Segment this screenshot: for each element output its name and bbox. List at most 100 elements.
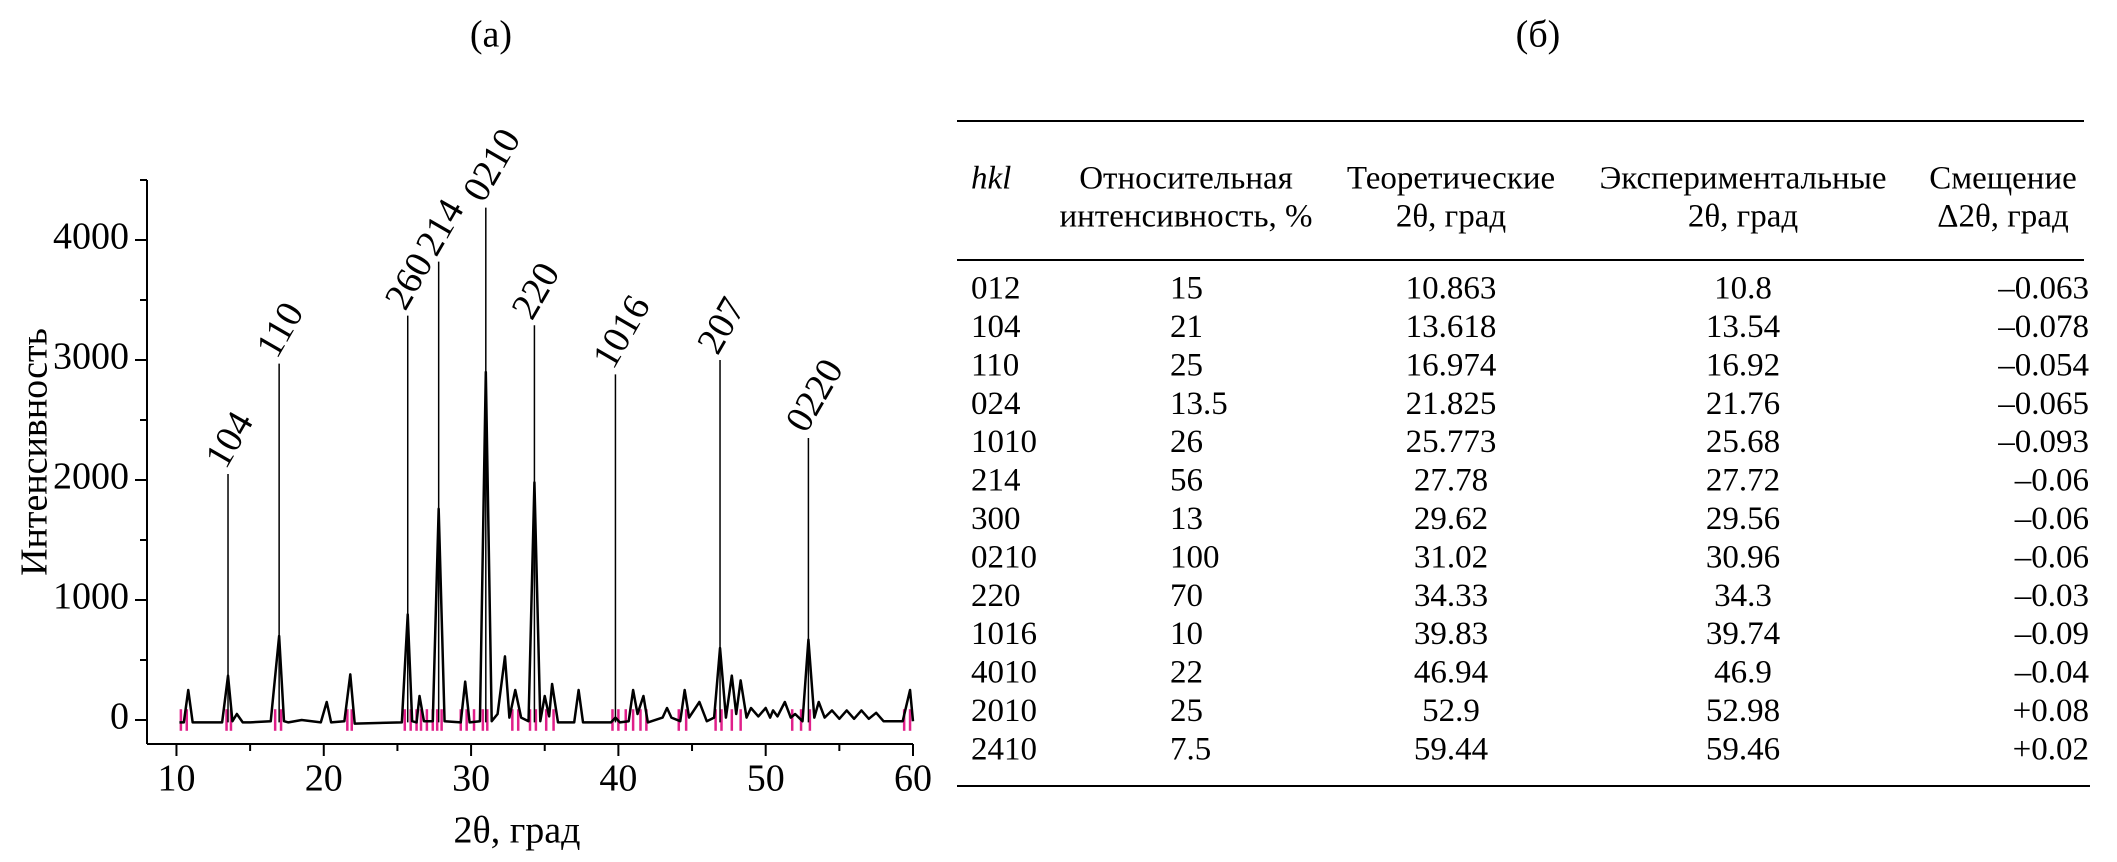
- table-cell: 26: [1170, 424, 1203, 460]
- y-axis-label: Интенсивность: [14, 328, 56, 576]
- table-cell: –0.065: [1997, 386, 2089, 422]
- annotation-label: 104: [197, 404, 262, 474]
- table-cell: 70: [1170, 578, 1203, 614]
- table-cell: 13.5: [1170, 386, 1228, 422]
- annotation-label: 260: [377, 246, 442, 316]
- table-cell: 52.9: [1422, 693, 1480, 729]
- table-cell: +0.08: [2013, 693, 2089, 729]
- table-cell: 13: [1170, 501, 1203, 537]
- table-cell: 100: [1170, 539, 1220, 575]
- table-cell: 46.94: [1414, 655, 1488, 691]
- table-cell: +0.02: [2013, 731, 2089, 767]
- column-header: hkl: [971, 161, 1011, 197]
- table-cell: 1010: [971, 424, 1037, 460]
- table-cell: 29.62: [1414, 501, 1488, 537]
- table-cell: 22: [1170, 655, 1203, 691]
- table-cell: 214: [971, 463, 1021, 499]
- annotation-label: 214: [408, 192, 473, 262]
- annotation-label: 207: [689, 290, 754, 360]
- annotation-label: 0220: [777, 352, 851, 439]
- table-cell: 31.02: [1414, 539, 1488, 575]
- table-cell: 0210: [971, 539, 1037, 575]
- table-cell: 27.72: [1706, 463, 1780, 499]
- x-tick-label: 50: [747, 758, 785, 800]
- table-cell: 59.44: [1414, 731, 1488, 767]
- column-header: Теоретические: [1347, 161, 1555, 197]
- table-cell: 7.5: [1170, 731, 1211, 767]
- table-cell: 4010: [971, 655, 1037, 691]
- table-cell: 10.863: [1406, 271, 1497, 307]
- table-cell: 25.68: [1706, 424, 1780, 460]
- table-cell: 39.83: [1414, 616, 1488, 652]
- y-tick-label: 3000: [53, 336, 129, 378]
- table-cell: 2010: [971, 693, 1037, 729]
- table-cell: 25: [1170, 693, 1203, 729]
- table-cell: 220: [971, 578, 1021, 614]
- table-cell: 27.78: [1414, 463, 1488, 499]
- table-cell: 21: [1170, 309, 1203, 345]
- table-cell: 110: [971, 347, 1019, 383]
- table-cell: 024: [971, 386, 1021, 422]
- x-tick-label: 20: [305, 758, 343, 800]
- table-cell: 10.8: [1714, 271, 1772, 307]
- y-tick-label: 4000: [53, 216, 129, 258]
- table-cell: –0.063: [1997, 271, 2089, 307]
- table-cell: 25: [1170, 347, 1203, 383]
- y-tick-label: 1000: [53, 576, 129, 618]
- table-cell: –0.054: [1997, 347, 2089, 383]
- y-tick-label: 2000: [53, 456, 129, 498]
- column-header: 2θ, град: [1396, 199, 1506, 235]
- table-cell: 012: [971, 271, 1021, 307]
- table-cell: –0.09: [2014, 616, 2089, 652]
- x-tick-label: 30: [452, 758, 490, 800]
- column-header: интенсивность, %: [1059, 199, 1312, 235]
- table-cell: 34.3: [1714, 578, 1772, 614]
- y-tick-label: 0: [110, 696, 129, 738]
- table-cell: 59.46: [1706, 731, 1780, 767]
- table-cell: 15: [1170, 271, 1203, 307]
- column-header: Δ2θ, град: [1937, 199, 2069, 235]
- table-cell: –0.06: [2014, 501, 2089, 537]
- table-cell: –0.06: [2014, 463, 2089, 499]
- annotation-label: 220: [503, 256, 568, 326]
- panel-label: (б): [1516, 14, 1561, 56]
- table-cell: 21.825: [1406, 386, 1497, 422]
- table-cell: 56: [1170, 463, 1203, 499]
- panel-label: (а): [470, 14, 512, 56]
- annotation-label: 0210: [455, 122, 529, 209]
- table-cell: 29.56: [1706, 501, 1780, 537]
- table-cell: 10: [1170, 616, 1203, 652]
- table-cell: 39.74: [1706, 616, 1780, 652]
- pattern-line: [179, 370, 915, 725]
- table-cell: 25.773: [1406, 424, 1497, 460]
- table-cell: 52.98: [1706, 693, 1780, 729]
- table-cell: –0.093: [1997, 424, 2089, 460]
- column-header: Относительная: [1079, 161, 1293, 197]
- x-axis-label: 2θ, град: [454, 810, 581, 852]
- x-tick-label: 40: [599, 758, 637, 800]
- table-cell: 16.974: [1406, 347, 1497, 383]
- column-header: 2θ, град: [1688, 199, 1798, 235]
- table-cell: 13.54: [1706, 309, 1780, 345]
- table-cell: 30.96: [1706, 539, 1780, 575]
- table-cell: 1016: [971, 616, 1037, 652]
- table-cell: –0.04: [2014, 655, 2089, 691]
- table-cell: –0.06: [2014, 539, 2089, 575]
- column-header: Смещение: [1929, 161, 2077, 197]
- x-tick-label: 10: [157, 758, 195, 800]
- table-cell: –0.03: [2014, 578, 2089, 614]
- table-cell: 21.76: [1706, 386, 1780, 422]
- table-cell: 2410: [971, 731, 1037, 767]
- table-cell: 34.33: [1414, 578, 1488, 614]
- table-cell: 300: [971, 501, 1021, 537]
- x-tick-label: 60: [894, 758, 932, 800]
- table-cell: 104: [971, 309, 1021, 345]
- column-header: Экспериментальные: [1599, 161, 1886, 197]
- annotation-label: 1016: [584, 288, 658, 375]
- annotation-label: 110: [248, 295, 312, 364]
- table-cell: 16.92: [1706, 347, 1780, 383]
- table-cell: 13.618: [1406, 309, 1497, 345]
- table-cell: –0.078: [1997, 309, 2089, 345]
